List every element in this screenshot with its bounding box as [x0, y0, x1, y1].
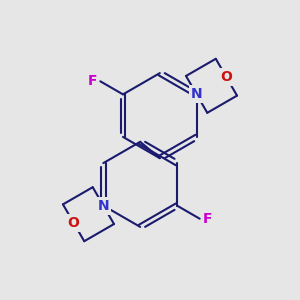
- Text: F: F: [88, 74, 97, 88]
- Text: N: N: [98, 199, 109, 213]
- Text: N: N: [191, 87, 203, 101]
- Text: O: O: [220, 70, 232, 84]
- Text: O: O: [68, 216, 80, 230]
- Text: F: F: [203, 212, 212, 226]
